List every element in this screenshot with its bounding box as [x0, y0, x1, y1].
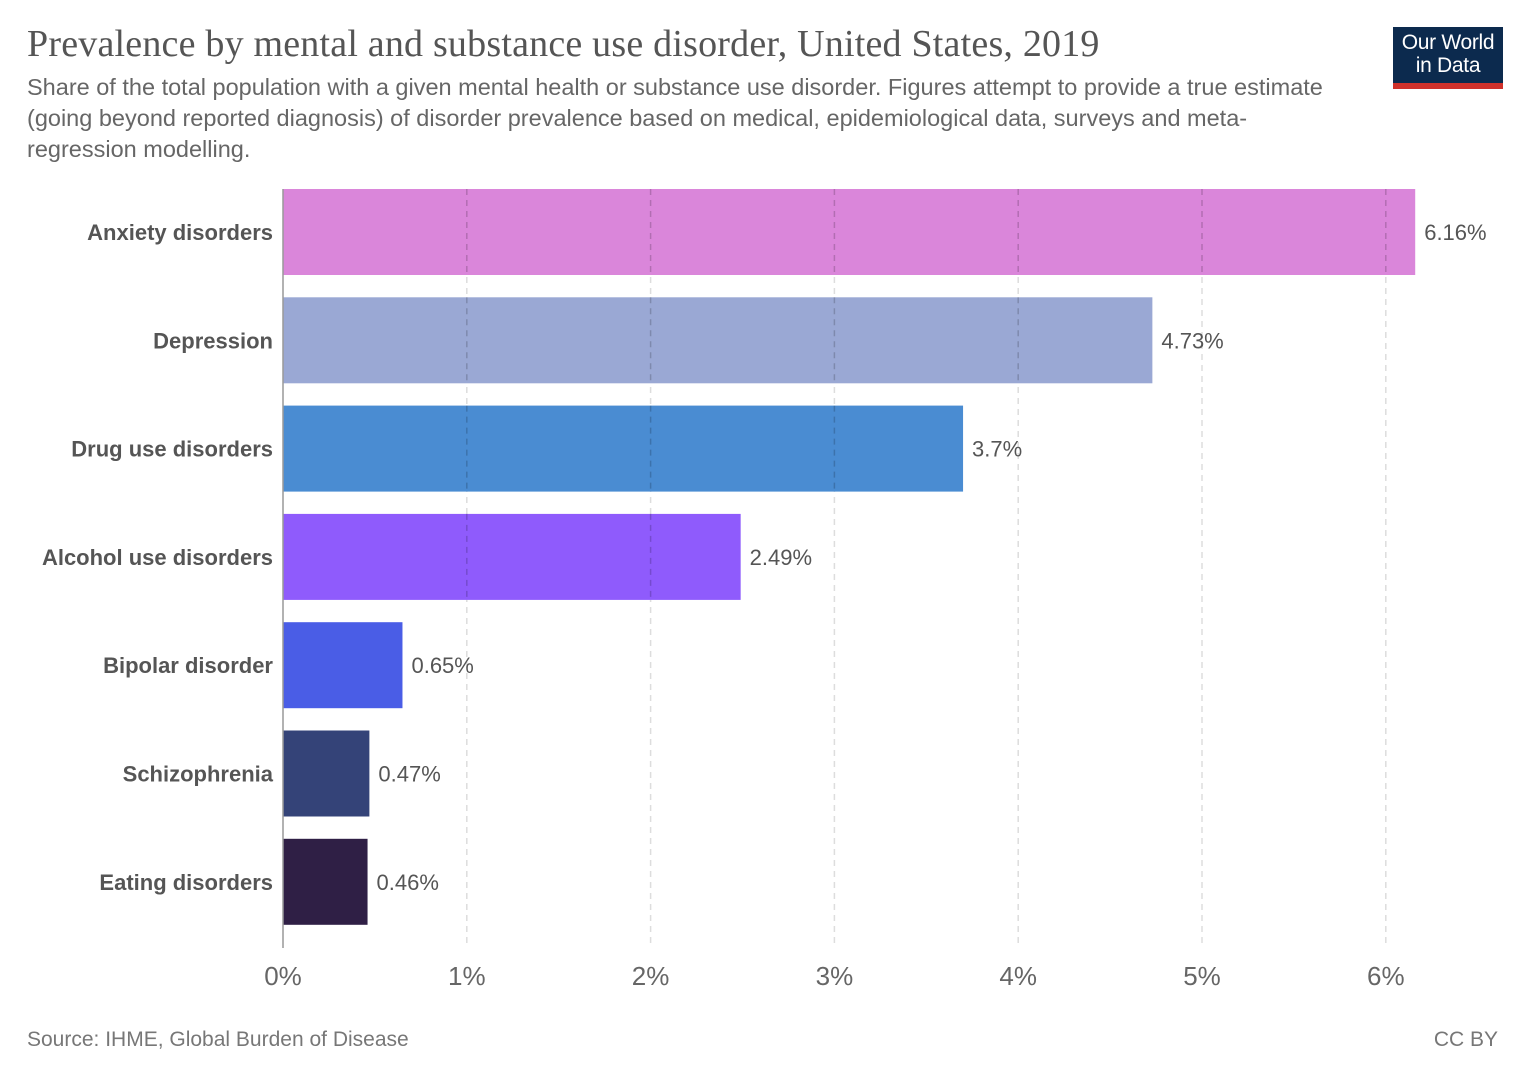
bar[interactable] [283, 513, 741, 600]
bar[interactable] [283, 622, 403, 709]
logo-text: Our World in Data [1393, 31, 1503, 77]
category-label: Depression [153, 328, 273, 353]
gridlines-over-bars [466, 189, 1387, 600]
x-tick-label: 1% [448, 961, 486, 991]
logo-line-1: Our World [1401, 31, 1495, 54]
bar[interactable] [283, 189, 1416, 275]
x-tick-label: 3% [816, 961, 854, 991]
logo-accent-bar [1393, 83, 1503, 89]
source-note: Source: IHME, Global Burden of Disease [27, 1028, 409, 1051]
value-label: 0.46% [377, 870, 439, 895]
license-link[interactable]: CC BY [1433, 1028, 1498, 1051]
bar[interactable] [283, 838, 368, 925]
value-label: 3.7% [972, 437, 1022, 462]
chart-title: Prevalence by mental and substance use d… [27, 23, 1100, 65]
x-tick-label: 6% [1367, 961, 1405, 991]
x-tick-label: 0% [264, 961, 302, 991]
bar-chart: Anxiety disorders Depression Drug use diso… [42, 189, 1487, 991]
category-label: Drug use disorders [71, 437, 273, 462]
bars [283, 189, 1416, 925]
bar[interactable] [283, 297, 1153, 384]
value-label: 0.47% [378, 762, 440, 787]
x-tick-labels: 0% 1% 2% 3% 4% 5% 6% [264, 961, 1404, 991]
x-tick-label: 2% [632, 961, 670, 991]
owid-logo[interactable]: Our World in Data [1393, 27, 1503, 89]
bar[interactable] [283, 405, 964, 492]
value-label: 6.16% [1424, 220, 1486, 245]
category-label: Alcohol use disorders [42, 545, 273, 570]
value-label: 4.73% [1161, 328, 1223, 353]
value-label: 0.65% [411, 653, 473, 678]
category-label: Anxiety disorders [87, 220, 273, 245]
logo-line-2: in Data [1415, 54, 1481, 77]
category-label: Bipolar disorder [103, 653, 273, 678]
bar[interactable] [283, 730, 370, 817]
category-labels: Anxiety disorders Depression Drug use diso… [42, 220, 274, 895]
value-label: 2.49% [750, 545, 812, 570]
category-label: Eating disorders [99, 870, 273, 895]
chart-subtitle: Share of the total population with a giv… [27, 74, 1323, 162]
x-tick-label: 5% [1183, 961, 1221, 991]
value-labels: 6.16% 4.73% 3.7% 2.49% 0.65% 0.47% 0.46% [377, 220, 1487, 895]
x-tick-label: 4% [999, 961, 1037, 991]
category-label: Schizophrenia [123, 762, 274, 787]
